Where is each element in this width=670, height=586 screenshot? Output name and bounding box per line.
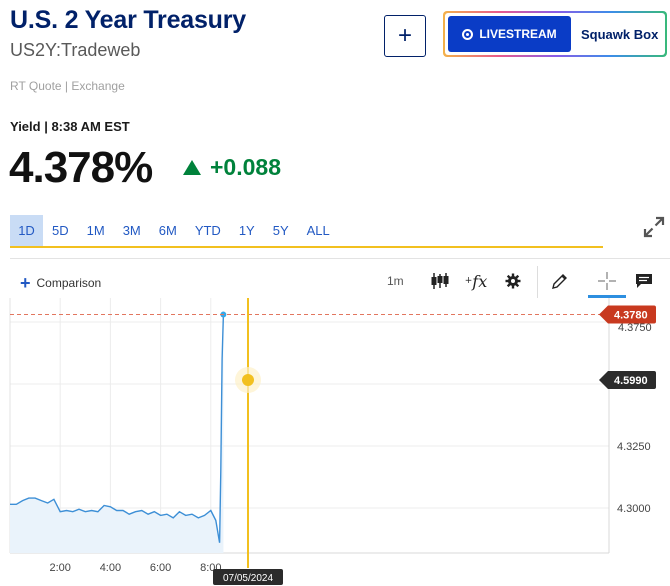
price-change-value: +0.088 — [210, 154, 281, 180]
range-tab-5y[interactable]: 5Y — [272, 223, 289, 238]
livestream-button[interactable]: LIVESTREAM — [448, 16, 571, 52]
range-tab-all[interactable]: ALL — [306, 223, 330, 238]
yield-chart[interactable]: 4.3750 4.3250 4.3000 4.3780 4.5990 2:00 4:00 6:… — [0, 298, 670, 586]
settings-icon[interactable] — [502, 270, 524, 292]
comparison-button[interactable]: + Comparison — [20, 273, 102, 293]
function-icon[interactable]: + fx — [464, 271, 488, 291]
interval-selector[interactable]: 1m — [387, 274, 404, 288]
toolbar-divider — [10, 258, 670, 259]
range-tab-1m[interactable]: 1M — [86, 223, 105, 238]
livestream-banner: LIVESTREAM Squawk Box — [443, 11, 667, 57]
quote-source: RT Quote | Exchange — [10, 79, 125, 93]
page-title: U.S. 2 Year Treasury — [10, 6, 246, 34]
up-arrow-icon — [183, 160, 201, 175]
x-tick-label: 4:00 — [100, 562, 121, 574]
crosshair-date-tag — [213, 569, 283, 585]
crosshair-value-tag — [599, 371, 656, 389]
range-tab-1y[interactable]: 1Y — [238, 223, 255, 238]
y-tick-label-partial: 4.3750 — [618, 322, 652, 334]
symbol-label: US2Y:Tradeweb — [10, 40, 141, 60]
squawk-box-link[interactable]: Squawk Box — [581, 26, 659, 42]
plus-icon: + — [20, 273, 31, 293]
crosshair-date-label: 07/05/2024 — [223, 573, 273, 584]
expand-icon[interactable] — [642, 215, 666, 239]
crosshair-active-indicator — [588, 295, 626, 298]
y-tick-label: 4.3000 — [617, 503, 651, 515]
series-line — [10, 314, 225, 543]
range-tab-3m[interactable]: 3M — [122, 223, 141, 238]
last-price-label: 4.3780 — [614, 310, 648, 322]
range-tab-ytd[interactable]: YTD — [194, 223, 221, 238]
price-change: +0.088 — [183, 154, 281, 181]
series-area — [10, 314, 224, 553]
comment-icon[interactable] — [633, 270, 655, 292]
crosshair-icon[interactable] — [596, 270, 618, 292]
add-to-watchlist-button[interactable]: + — [384, 15, 426, 57]
range-tabs: 1D 5D 1M 3M 6M YTD 1Y 5Y ALL — [10, 215, 603, 248]
yield-timestamp: Yield | 8:38 AM EST — [10, 119, 130, 134]
toolbar-separator — [537, 266, 538, 298]
y-tick-label: 4.3250 — [617, 441, 651, 453]
x-tick-label: 6:00 — [150, 562, 171, 574]
comparison-label: Comparison — [36, 276, 102, 290]
x-tick-label: 2:00 — [49, 562, 70, 574]
last-price-tag — [599, 305, 656, 324]
pencil-icon[interactable] — [549, 270, 571, 292]
range-tab-5d[interactable]: 5D — [52, 223, 69, 238]
livestream-banner-inner: LIVESTREAM Squawk Box — [445, 13, 665, 55]
crosshair-value-label: 4.5990 — [614, 375, 648, 387]
live-radio-icon — [462, 28, 474, 40]
livestream-label: LIVESTREAM — [479, 27, 557, 41]
candlestick-icon[interactable] — [429, 270, 451, 292]
crosshair-point — [242, 374, 254, 386]
range-tab-1d[interactable]: 1D — [10, 215, 43, 246]
range-tab-6m[interactable]: 6M — [158, 223, 177, 238]
last-price: 4.378% — [9, 143, 153, 192]
